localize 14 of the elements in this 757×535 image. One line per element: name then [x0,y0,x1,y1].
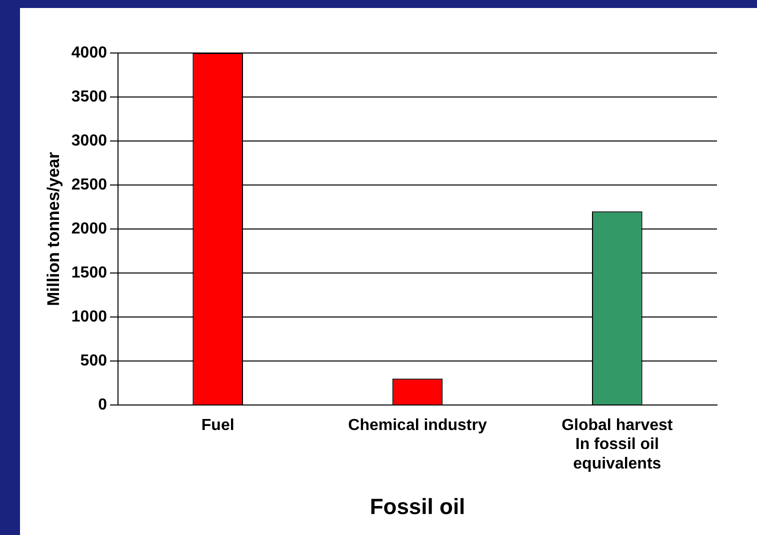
y-tick-label: 3500 [71,88,108,106]
x-tick-label: Chemical industry [348,417,487,434]
x-tick-label: Fuel [201,417,234,434]
y-tick-label: 3000 [71,132,108,150]
y-tick-label: 1000 [71,308,108,326]
y-tick-label: 2000 [71,220,108,238]
y-tick-label: 1500 [71,264,108,282]
y-tick-label: 2500 [71,176,108,194]
y-axis-title: Million tonnes/year [44,152,63,306]
y-tick-label: 500 [80,352,108,370]
y-tick-label: 0 [98,396,108,414]
x-tick-label: Global harvest In fossil oil equivalents [562,417,674,472]
x-axis-title: Fossil oil [370,494,466,519]
y-tick-label: 4000 [71,44,108,62]
